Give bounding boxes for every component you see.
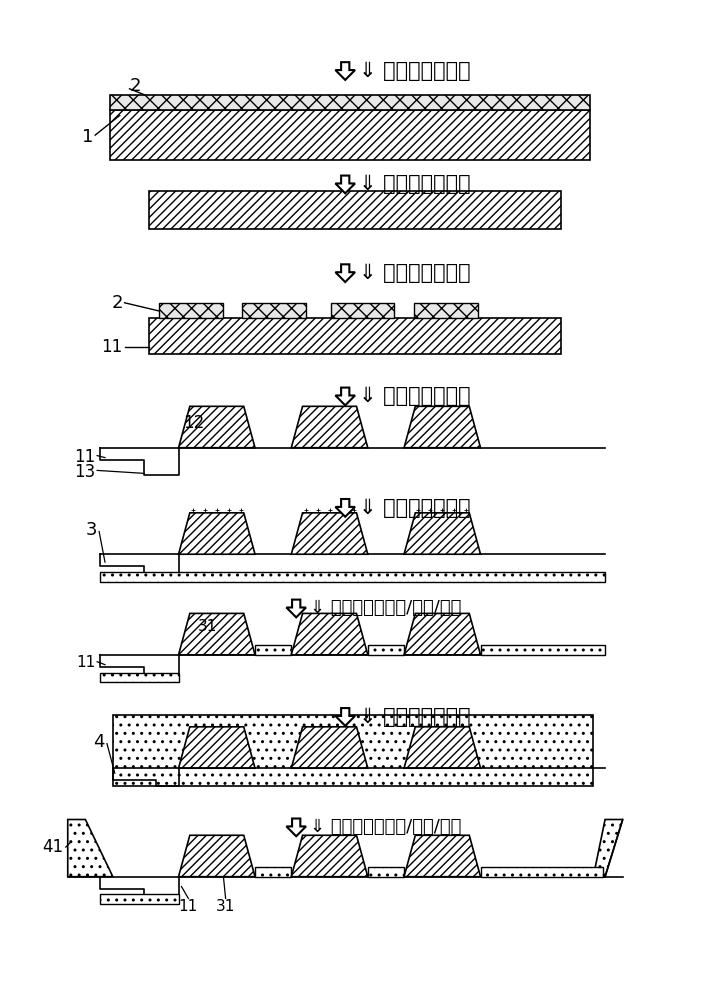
Bar bbox=[110, 110, 590, 160]
Text: 4: 4 bbox=[93, 733, 105, 751]
Text: 3: 3 bbox=[86, 521, 97, 539]
Text: ⇓ 第一次外层图形: ⇓ 第一次外层图形 bbox=[359, 61, 471, 81]
Polygon shape bbox=[404, 727, 481, 768]
Bar bbox=[414, 303, 478, 318]
Polygon shape bbox=[404, 613, 481, 655]
Bar bbox=[481, 645, 605, 655]
Polygon shape bbox=[593, 820, 622, 877]
Polygon shape bbox=[178, 835, 255, 877]
Text: 11: 11 bbox=[76, 655, 96, 670]
Bar bbox=[149, 191, 561, 229]
Polygon shape bbox=[178, 406, 255, 448]
Polygon shape bbox=[68, 820, 113, 877]
Bar bbox=[100, 572, 605, 582]
Text: 31: 31 bbox=[216, 899, 235, 914]
Polygon shape bbox=[404, 835, 481, 877]
Bar bbox=[242, 303, 306, 318]
Text: ⇓ 第二次丝印阻焊: ⇓ 第二次丝印阻焊 bbox=[359, 707, 471, 727]
Bar bbox=[368, 867, 404, 877]
Text: 11: 11 bbox=[74, 448, 96, 466]
Text: 11: 11 bbox=[101, 338, 123, 356]
Polygon shape bbox=[292, 727, 368, 768]
Text: ⇓ 第一次丝印阻焊: ⇓ 第一次丝印阻焊 bbox=[359, 498, 471, 518]
Text: ⇓ 第二次外层图形: ⇓ 第二次外层图形 bbox=[359, 263, 471, 283]
Bar bbox=[331, 303, 394, 318]
Polygon shape bbox=[178, 727, 255, 768]
Polygon shape bbox=[292, 513, 368, 554]
Bar bbox=[113, 715, 593, 786]
Bar bbox=[110, 95, 590, 110]
Polygon shape bbox=[404, 513, 481, 554]
Text: ⇓ 第一次外层蚀刻: ⇓ 第一次外层蚀刻 bbox=[359, 174, 471, 194]
Polygon shape bbox=[292, 613, 368, 655]
Bar bbox=[149, 318, 561, 354]
Polygon shape bbox=[292, 406, 368, 448]
Polygon shape bbox=[335, 499, 355, 517]
Text: 41: 41 bbox=[43, 838, 64, 856]
Polygon shape bbox=[335, 264, 355, 282]
Bar bbox=[100, 894, 178, 904]
Bar bbox=[255, 867, 292, 877]
Polygon shape bbox=[335, 62, 355, 80]
Text: 2: 2 bbox=[111, 294, 123, 312]
Polygon shape bbox=[404, 406, 481, 448]
Polygon shape bbox=[335, 388, 355, 405]
Bar bbox=[159, 303, 222, 318]
Text: 1: 1 bbox=[82, 128, 93, 146]
Bar bbox=[255, 645, 292, 655]
Text: 11: 11 bbox=[179, 899, 198, 914]
Text: 2: 2 bbox=[130, 77, 141, 95]
Polygon shape bbox=[178, 613, 255, 655]
Polygon shape bbox=[287, 600, 306, 617]
Polygon shape bbox=[335, 708, 355, 726]
Text: 31: 31 bbox=[198, 619, 217, 634]
Polygon shape bbox=[292, 835, 368, 877]
Text: ⇓ 第二次外层蚀刻: ⇓ 第二次外层蚀刻 bbox=[359, 386, 471, 406]
Bar bbox=[100, 673, 178, 682]
Text: 12: 12 bbox=[183, 414, 205, 432]
Polygon shape bbox=[178, 513, 255, 554]
Bar bbox=[481, 867, 603, 877]
Bar bbox=[368, 645, 404, 655]
Polygon shape bbox=[335, 176, 355, 193]
Text: ⇓ 第二次对位曝光/显影/固化: ⇓ 第二次对位曝光/显影/固化 bbox=[310, 818, 461, 836]
Text: ⇓ 第一次对位曝光/显影/固化: ⇓ 第一次对位曝光/显影/固化 bbox=[310, 599, 461, 617]
Text: 13: 13 bbox=[74, 463, 96, 481]
Polygon shape bbox=[287, 819, 306, 836]
